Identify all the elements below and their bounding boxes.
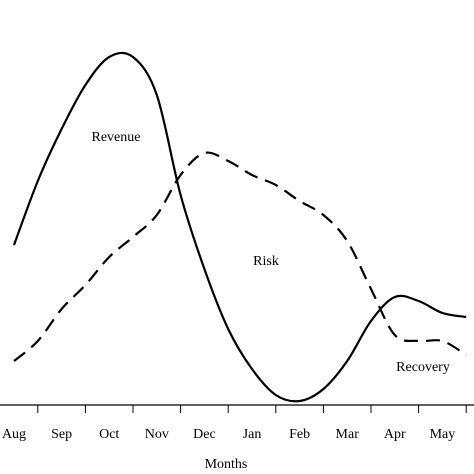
x-tick-label: Sep bbox=[51, 427, 72, 442]
annotation: Risk bbox=[253, 254, 279, 269]
x-tick-label: Nov bbox=[145, 427, 169, 442]
x-tick-label: Feb bbox=[289, 427, 310, 442]
x-axis-label: Months bbox=[205, 457, 248, 472]
line-series bbox=[12, 51, 467, 403]
x-tick-label: Jan bbox=[243, 427, 262, 442]
x-tick-label: Apr bbox=[384, 427, 406, 442]
annotation: Revenue bbox=[92, 130, 141, 145]
annotation: Recovery bbox=[396, 360, 450, 375]
x-tick-label: Mar bbox=[336, 427, 360, 442]
x-tick-label: Oct bbox=[99, 427, 119, 442]
line-series bbox=[13, 151, 467, 362]
x-tick-label: May bbox=[430, 427, 456, 442]
x-tick-label: Aug bbox=[2, 427, 26, 442]
x-tick-label: Dec bbox=[193, 427, 216, 442]
